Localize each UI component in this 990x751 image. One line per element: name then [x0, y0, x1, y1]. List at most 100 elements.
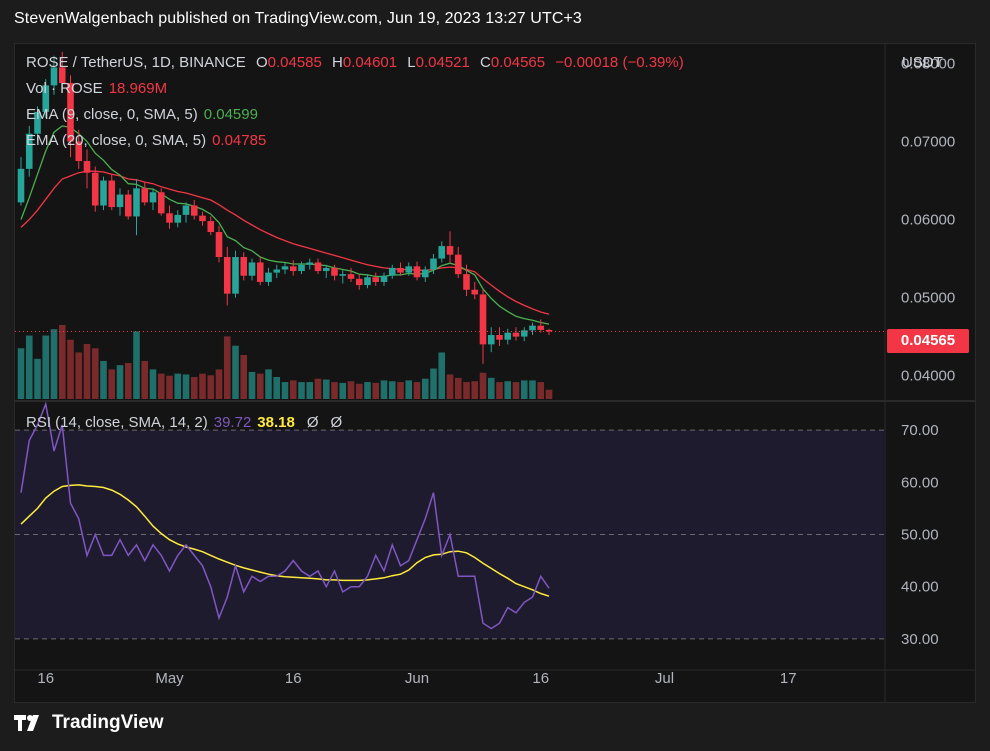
candle-body[interactable] [190, 205, 198, 216]
candle-body[interactable] [281, 266, 289, 270]
candle-body[interactable] [256, 262, 264, 282]
legend-ema9[interactable]: EMA (9, close, 0, SMA, 5) 0.04599 [26, 106, 258, 123]
candle-body[interactable] [388, 267, 396, 276]
candle-body[interactable] [124, 194, 132, 217]
volume-bar [512, 382, 520, 399]
candle-body[interactable] [322, 267, 330, 272]
rsi-line [20, 401, 550, 630]
candle-body[interactable] [25, 133, 33, 169]
volume-bar [91, 348, 99, 399]
legend-symbol[interactable]: ROSE / TetherUS, 1D, BINANCE [26, 54, 246, 71]
legend-high-value: 0.04601 [342, 54, 398, 71]
candle-body[interactable] [108, 180, 116, 208]
volume-bar [388, 381, 396, 399]
candle-body[interactable] [133, 188, 140, 217]
volume-bar [240, 355, 248, 399]
current-price-tag: 0.04565 [887, 329, 969, 353]
volume-bar [306, 382, 314, 399]
legend-ema20[interactable]: EMA (20, close, 0, SMA, 5) 0.04785 [26, 132, 266, 149]
candle-body[interactable] [463, 274, 470, 290]
legend-volume-label: Vol · ROSE [26, 80, 103, 97]
volume-bar [232, 345, 239, 399]
legend-rsi[interactable]: RSI (14, close, SMA, 14, 2) 39.72 38.18 Ø Ø [26, 414, 342, 431]
volume-bar [75, 352, 83, 399]
candle-body[interactable] [454, 254, 462, 275]
rsi-tick-label: 60.00 [901, 474, 939, 491]
legend-rsi-value: 39.72 [213, 414, 252, 431]
candle-body[interactable] [504, 332, 512, 340]
candle-body[interactable] [397, 267, 404, 273]
time-tick-label: May [155, 670, 184, 687]
candle-body[interactable] [207, 221, 215, 233]
candle-body[interactable] [537, 325, 545, 330]
candle-body[interactable] [298, 264, 305, 272]
candle-body[interactable] [545, 329, 553, 332]
candle-body[interactable] [314, 262, 322, 272]
candle-body[interactable] [380, 275, 388, 282]
volume-bar [372, 382, 380, 399]
candle-body[interactable] [166, 213, 173, 223]
tradingview-logo[interactable]: TradingView [14, 712, 164, 734]
candle-body[interactable] [42, 85, 50, 112]
publisher-line: StevenWalgenbach published on TradingVie… [14, 10, 582, 27]
candle-body[interactable] [240, 257, 248, 276]
candle-body[interactable] [347, 274, 355, 279]
candle-body[interactable] [75, 141, 83, 162]
candle-body[interactable] [446, 246, 454, 255]
candle-body[interactable] [520, 330, 528, 337]
candle-body[interactable] [405, 266, 413, 273]
candle-body[interactable] [67, 83, 74, 142]
volume-bar [108, 369, 116, 399]
candle-body[interactable] [149, 192, 157, 203]
candle-body[interactable] [529, 325, 536, 331]
candle-body[interactable] [512, 332, 520, 337]
candle-body[interactable] [487, 335, 495, 345]
candle-body[interactable] [265, 272, 272, 282]
chart-canvas[interactable]: 0.08000 0.07000 0.06000 0.05000 0.04000 70.00… [15, 44, 975, 702]
volume-bar [166, 375, 173, 399]
volume-bar [273, 377, 281, 399]
candle-body[interactable] [157, 192, 165, 214]
candle-body[interactable] [223, 257, 231, 294]
candle-body[interactable] [174, 214, 182, 223]
candle-body[interactable] [91, 172, 99, 206]
candle-body[interactable] [17, 168, 25, 203]
legend-ema9-value: 0.04599 [203, 106, 258, 123]
candle-body[interactable] [83, 161, 91, 173]
candle-body[interactable] [364, 277, 371, 286]
volume-bar [215, 369, 223, 399]
volume-bar [281, 382, 289, 399]
volume-bar [355, 383, 363, 399]
candle-body[interactable] [438, 246, 446, 259]
candle-body[interactable] [339, 274, 347, 276]
candle-body[interactable] [182, 205, 190, 215]
candle-body[interactable] [232, 257, 239, 294]
candle-body[interactable] [116, 194, 124, 208]
volume-bar [537, 382, 545, 399]
candle-body[interactable] [215, 232, 223, 257]
candle-body[interactable] [306, 262, 314, 265]
candle-body[interactable] [479, 294, 487, 345]
volume-bar [116, 365, 124, 399]
candle-body[interactable] [50, 67, 58, 86]
candle-body[interactable] [34, 111, 41, 134]
candle-body[interactable] [421, 269, 429, 278]
legend-volume[interactable]: Vol · ROSE 18.969M [26, 80, 167, 97]
candle-body[interactable] [248, 262, 256, 276]
candle-body[interactable] [372, 277, 380, 282]
candle-body[interactable] [199, 215, 206, 222]
candle-body[interactable] [100, 180, 107, 206]
candle-body[interactable] [496, 335, 503, 340]
candle-body[interactable] [273, 269, 281, 273]
candle-body[interactable] [289, 266, 297, 272]
candle-body[interactable] [331, 267, 338, 276]
chart-frame[interactable]: 0.08000 0.07000 0.06000 0.05000 0.04000 70.00… [14, 43, 976, 703]
volume-bar [248, 371, 256, 399]
candle-body[interactable] [141, 188, 149, 203]
candle-body[interactable] [58, 67, 66, 84]
candle-body[interactable] [430, 258, 437, 270]
candle-body[interactable] [413, 266, 421, 278]
candle-body[interactable] [355, 278, 363, 286]
candle-body[interactable] [471, 289, 479, 295]
volume-bar [545, 389, 553, 399]
